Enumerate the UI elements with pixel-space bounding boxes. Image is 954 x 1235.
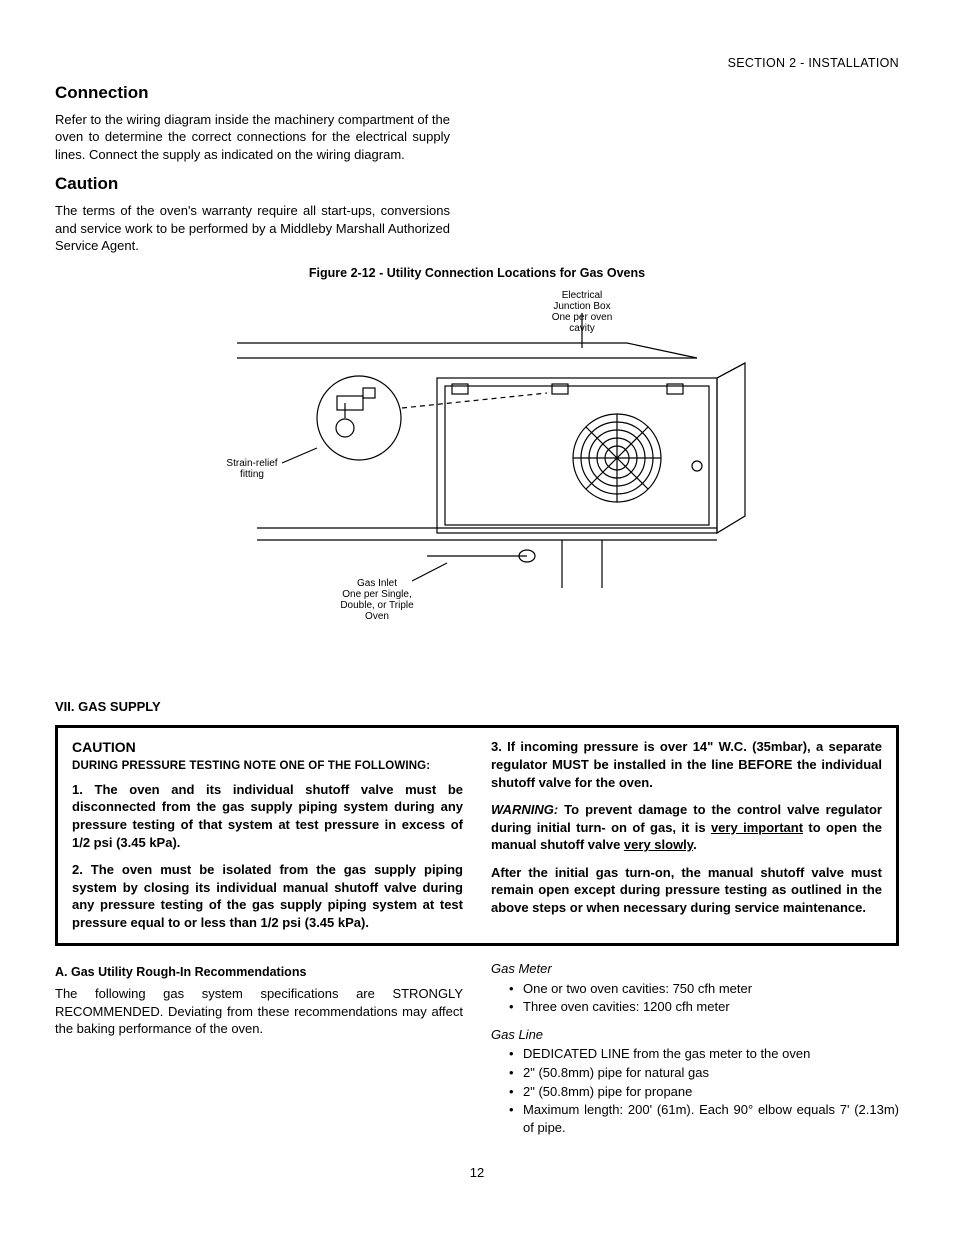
list-item: Maximum length: 200' (61m). Each 90° elb… bbox=[509, 1101, 899, 1136]
gas-meter-list: One or two oven cavities: 750 cfh meter … bbox=[491, 980, 899, 1016]
recommendations: A. Gas Utility Rough-In Recommendations … bbox=[55, 960, 899, 1146]
section-header: SECTION 2 - INSTALLATION bbox=[55, 55, 899, 72]
connection-body: Refer to the wiring diagram inside the m… bbox=[55, 111, 450, 164]
caution-p1: 1. The oven and its individual shutoff v… bbox=[72, 781, 463, 851]
caution-p5: After the initial gas turn-on, the manua… bbox=[491, 864, 882, 917]
figure-caption: Figure 2-12 - Utility Connection Locatio… bbox=[55, 265, 899, 282]
rec-left-head: A. Gas Utility Rough-In Recommendations bbox=[55, 964, 463, 981]
caution-body: The terms of the oven's warranty require… bbox=[55, 202, 450, 255]
rec-left-body: The following gas system specifications … bbox=[55, 985, 463, 1038]
gas-line-head: Gas Line bbox=[491, 1026, 899, 1044]
list-item: One or two oven cavities: 750 cfh meter bbox=[509, 980, 899, 998]
list-item: 2" (50.8mm) pipe for natural gas bbox=[509, 1064, 899, 1082]
list-item: Three oven cavities: 1200 cfh meter bbox=[509, 998, 899, 1016]
caution-box: CAUTION DURING PRESSURE TESTING NOTE ONE… bbox=[55, 725, 899, 946]
caution-p3: 3. If incoming pressure is over 14" W.C.… bbox=[491, 738, 882, 791]
page-number: 12 bbox=[55, 1164, 899, 1182]
gas-meter-head: Gas Meter bbox=[491, 960, 899, 978]
list-item: DEDICATED LINE from the gas meter to the… bbox=[509, 1045, 899, 1063]
caution-p2: 2. The oven must be isolated from the ga… bbox=[72, 861, 463, 931]
caution-warning: WARNING: To prevent damage to the contro… bbox=[491, 801, 882, 854]
gas-line-list: DEDICATED LINE from the gas meter to the… bbox=[491, 1045, 899, 1136]
caution-box-title: CAUTION bbox=[72, 738, 463, 757]
connection-title: Connection bbox=[55, 82, 899, 105]
figure-2-12: ElectricalJunction BoxOne per ovencavity… bbox=[197, 288, 757, 628]
gas-supply-heading: VII. GAS SUPPLY bbox=[55, 698, 899, 716]
list-item: 2" (50.8mm) pipe for propane bbox=[509, 1083, 899, 1101]
svg-text:ElectricalJunction BoxOne per: ElectricalJunction BoxOne per ovencavity bbox=[552, 290, 613, 334]
caution-title: Caution bbox=[55, 173, 899, 196]
svg-text:Gas InletOne per Single,Double: Gas InletOne per Single,Double, or Tripl… bbox=[340, 578, 414, 622]
caution-box-subtitle: DURING PRESSURE TESTING NOTE ONE OF THE … bbox=[72, 759, 463, 775]
svg-text:Strain-relieffitting: Strain-relieffitting bbox=[226, 458, 277, 480]
